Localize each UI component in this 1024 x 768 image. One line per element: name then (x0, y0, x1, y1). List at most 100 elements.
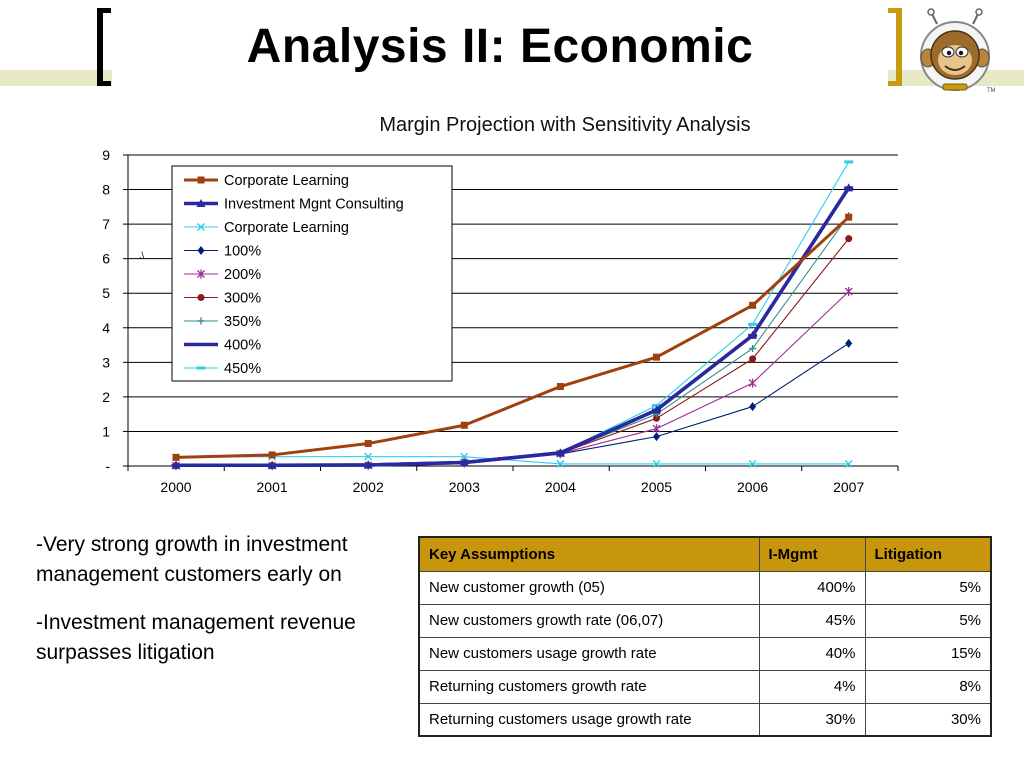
y-tick-label: 1 (102, 423, 110, 439)
point-marker (197, 294, 205, 301)
assumption-label: New customers usage growth rate (418, 636, 760, 671)
y-tick-label: 6 (102, 251, 110, 267)
legend-entry: 400% (184, 338, 261, 354)
legend-entry: Investment Mgnt Consulting (184, 197, 404, 213)
i-mgmt-value: 30% (758, 702, 866, 737)
y-tick-label: 4 (102, 320, 110, 336)
point-marker (460, 421, 468, 429)
legend-label: Corporate Learning (224, 173, 349, 189)
right-bracket (888, 8, 902, 86)
x-tick-label: 2004 (545, 479, 576, 495)
litigation-value: 5% (864, 570, 992, 605)
y-tick-label: - (105, 458, 110, 474)
legend-entry: 100% (184, 244, 261, 260)
stray-label: .\ (139, 250, 145, 260)
legend-label: 300% (224, 291, 261, 307)
point-marker (653, 353, 660, 361)
i-mgmt-value: 45% (758, 603, 866, 638)
point-marker (749, 355, 757, 363)
table-row: New customers growth rate (06,07) 45% 5% (418, 603, 992, 638)
i-mgmt-value: 40% (758, 636, 866, 671)
bullet-revenue: -Investment management revenue surpasses… (36, 611, 356, 664)
point-marker (748, 378, 757, 388)
table-row: New customer growth (05) 400% 5% (418, 570, 992, 605)
point-marker (556, 383, 564, 391)
x-tick-label: 2000 (160, 479, 191, 495)
header-litigation: Litigation (864, 536, 992, 572)
y-tick-label: 5 (102, 285, 110, 301)
table-row: Returning customers growth rate 4% 8% (418, 669, 992, 704)
point-marker (459, 458, 469, 467)
x-tick-label: 2002 (353, 479, 384, 495)
header-key-assumptions: Key Assumptions (418, 536, 760, 572)
title-backdrop (112, 0, 888, 100)
point-marker (653, 432, 660, 442)
series-3 (172, 452, 853, 468)
point-marker (196, 199, 206, 207)
point-marker (364, 452, 373, 461)
point-marker (171, 460, 181, 469)
point-marker (845, 338, 853, 348)
assumption-label: New customers growth rate (06,07) (418, 603, 760, 638)
legend-entry: Corporate Learning (184, 173, 349, 189)
legend-entry: 450% (184, 361, 261, 377)
legend-label: 200% (224, 267, 261, 283)
point-marker (844, 286, 853, 296)
legend-entry: 200% (184, 267, 261, 283)
assumption-label: Returning customers growth rate (418, 669, 760, 704)
point-marker (652, 405, 661, 414)
bullet-growth: -Very strong growth in investment manage… (36, 533, 348, 586)
point-marker (197, 223, 205, 231)
point-marker (197, 317, 205, 325)
legend-label: 400% (224, 338, 261, 354)
point-marker (556, 459, 565, 468)
table-row: Returning customers usage growth rate 30… (418, 702, 992, 737)
litigation-value: 15% (864, 636, 992, 671)
legend-label: 350% (224, 314, 261, 330)
series-line (175, 216, 850, 459)
point-marker (845, 235, 853, 243)
monkey-astronaut-logo-icon: TM (920, 8, 995, 93)
x-tick-label: 2005 (641, 479, 672, 495)
y-tick-label: 9 (102, 147, 110, 163)
x-tick-label: 2007 (833, 479, 864, 495)
point-marker (749, 345, 757, 353)
point-marker (844, 459, 853, 468)
header-i-mgmt: I-Mgmt (758, 536, 866, 572)
point-marker (748, 330, 758, 339)
series-line (176, 186, 851, 468)
point-marker (364, 440, 372, 448)
legend-entry: 300% (184, 291, 261, 307)
litigation-value: 8% (864, 669, 992, 704)
assumption-label: New customer growth (05) (418, 570, 760, 605)
series-2 (171, 183, 854, 469)
point-marker (844, 160, 854, 164)
slide-title: Analysis II: Economic (246, 20, 754, 73)
point-marker (172, 453, 180, 461)
table-row: New customers usage growth rate 40% 15% (418, 636, 992, 671)
left-bracket (97, 8, 111, 86)
point-marker (844, 183, 854, 192)
point-marker (749, 402, 757, 412)
legend-label: 450% (224, 361, 261, 377)
legend-box (171, 165, 453, 382)
bullet-list: -Very strong growth in investment manage… (36, 530, 376, 686)
point-marker (460, 452, 469, 461)
y-tick-label: 8 (102, 182, 110, 198)
point-marker (653, 414, 660, 422)
point-marker (196, 366, 206, 370)
y-tick-label: 2 (102, 389, 110, 405)
point-marker (197, 176, 205, 184)
point-marker (748, 459, 757, 468)
series-line (175, 456, 849, 465)
point-marker (363, 460, 373, 469)
assumption-label: Returning customers usage growth rate (418, 702, 760, 737)
point-marker (268, 451, 276, 459)
litigation-value: 30% (864, 702, 992, 737)
point-marker (749, 301, 757, 309)
legend-label: Investment Mgnt Consulting (224, 197, 404, 213)
point-marker (197, 246, 205, 255)
litigation-value: 5% (864, 603, 992, 638)
key-assumptions-table: Key Assumptions I-Mgmt Litigation New cu… (418, 536, 992, 737)
svg-text:TM: TM (987, 88, 995, 93)
